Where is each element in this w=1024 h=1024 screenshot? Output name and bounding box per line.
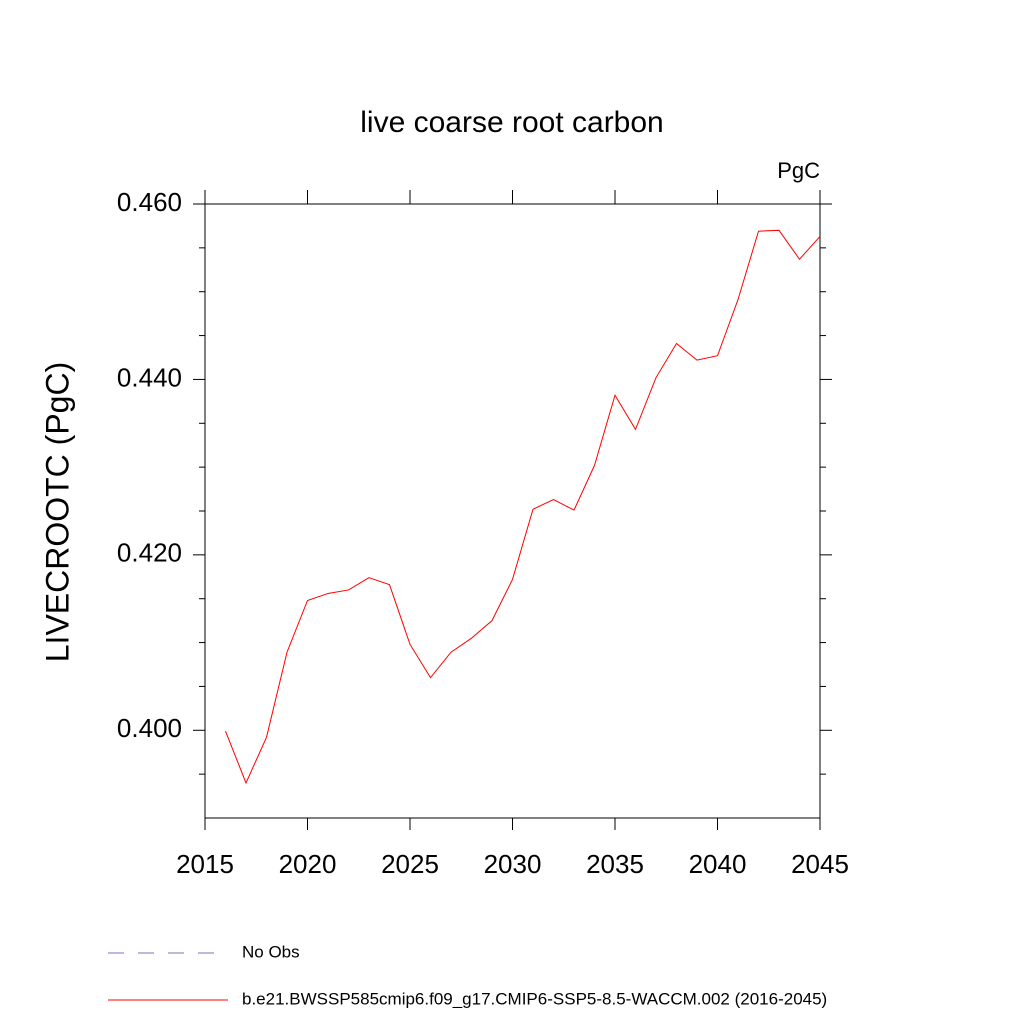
x-tick-label: 2040 — [689, 849, 747, 879]
x-tick-label: 2035 — [586, 849, 644, 879]
x-tick-label: 2025 — [381, 849, 439, 879]
legend-label: No Obs — [242, 942, 300, 961]
units-label: PgC — [777, 158, 820, 183]
y-axis-label: LIVECROOTC (PgC) — [39, 362, 75, 662]
y-tick-label: 0.460 — [117, 187, 182, 217]
legend-label: b.e21.BWSSP585cmip6.f09_g17.CMIP6-SSP5-8… — [242, 989, 827, 1008]
plot-frame — [204, 203, 821, 819]
y-tick-label: 0.440 — [117, 362, 182, 392]
data-line — [225, 229, 821, 785]
x-tick-label: 2045 — [791, 849, 849, 879]
y-tick-label: 0.400 — [117, 713, 182, 743]
x-tick-label: 2030 — [484, 849, 542, 879]
chart-title: live coarse root carbon — [360, 106, 664, 139]
x-tick-label: 2020 — [279, 849, 337, 879]
x-tick-label: 2015 — [176, 849, 234, 879]
y-tick-label: 0.420 — [117, 538, 182, 568]
